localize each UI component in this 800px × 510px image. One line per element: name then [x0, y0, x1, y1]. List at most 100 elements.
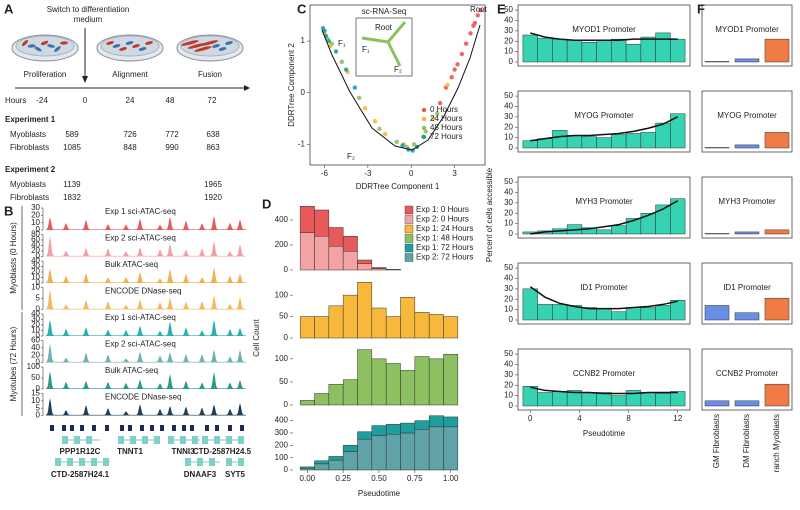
legend-label: Exp 1: 0 Hours: [416, 205, 469, 214]
x-tick-label: DM Fibroblasts: [742, 414, 751, 468]
trajectory: [321, 24, 481, 151]
x-tick-label: -3: [364, 169, 372, 178]
y-tick-label: 30: [504, 112, 513, 121]
exon: [91, 458, 97, 466]
legend-swatch: [404, 243, 414, 253]
bar: [734, 58, 760, 63]
exon: [55, 458, 61, 466]
panel-label: A: [4, 1, 14, 16]
chart-title: CCNB2 Promoter: [573, 369, 636, 378]
y-axis-label: DDRTree Component 2: [287, 43, 296, 127]
bar: [342, 251, 358, 271]
legend-label: 0 Hours: [430, 105, 458, 114]
point: [377, 126, 382, 132]
y-tick-label: 30: [504, 198, 513, 207]
fit-curve: [530, 32, 678, 41]
point: [437, 100, 443, 106]
inset-title: sc-RNA-Seq: [362, 7, 406, 16]
signal-track: [46, 398, 246, 416]
cell: [54, 46, 61, 52]
point: [343, 67, 349, 72]
bar: [596, 137, 612, 149]
chart-title: MYOD1 Promoter: [572, 25, 636, 34]
cell: [119, 47, 127, 51]
bar: [342, 379, 358, 406]
plot-frame: [517, 176, 691, 239]
y-tick-label: 100: [275, 290, 289, 299]
peak-call: [92, 425, 96, 431]
bar: [385, 424, 401, 435]
bar: [655, 305, 671, 321]
bar: [655, 122, 671, 149]
dish-inner: [15, 35, 75, 57]
bar: [581, 392, 597, 407]
bar: [640, 132, 656, 149]
chart-title: MYOG Promoter: [574, 111, 634, 120]
track-label: ENCODE DNase-seq: [105, 393, 181, 402]
bar: [704, 400, 730, 407]
x-tick-label: -6: [321, 169, 329, 178]
bar: [625, 44, 642, 63]
bar: [734, 312, 760, 321]
stage-label: Alignment: [112, 70, 148, 79]
x-tick-label: 3: [452, 169, 457, 178]
track-tick-label: 10: [31, 326, 40, 335]
bar: [611, 134, 627, 149]
chart-title: ID1 Promoter: [580, 283, 628, 292]
cell: [138, 47, 147, 51]
bar: [357, 438, 373, 471]
exon: [214, 436, 220, 444]
bar: [328, 227, 344, 247]
hour: 0: [83, 96, 88, 105]
bar: [314, 460, 330, 465]
bar: [522, 386, 538, 407]
cell: [187, 43, 206, 49]
fit-curve: [530, 386, 678, 395]
bar: [704, 147, 730, 149]
bar: [670, 300, 686, 321]
track-tick-label: 0: [36, 384, 41, 393]
point: [449, 75, 454, 80]
bar: [428, 426, 444, 471]
legend-swatch: [404, 215, 414, 224]
y-tick-label: 40: [504, 360, 513, 369]
bar: [625, 307, 642, 321]
bar: [596, 308, 612, 321]
bar: [299, 467, 315, 471]
y-tick-label: 30: [504, 284, 513, 293]
peak-call: [228, 425, 232, 431]
count: 1085: [63, 143, 81, 152]
bar: [522, 288, 538, 321]
track-tick-label: 40: [31, 256, 40, 265]
track-tick-label: 15: [31, 389, 40, 398]
legend-marker: [421, 125, 427, 131]
bar: [522, 34, 538, 63]
cell: [200, 40, 219, 46]
y-tick-label: 0: [509, 229, 514, 238]
track-tick-label: 60: [31, 336, 40, 345]
switch-label: medium: [74, 15, 103, 24]
track-tick-label: 100: [27, 362, 41, 371]
dish-inner: [100, 35, 160, 57]
bar: [400, 297, 416, 339]
row-label: Myoblasts: [10, 130, 46, 139]
inset-tree: [361, 21, 407, 67]
bar: [428, 314, 444, 339]
row-label: Myoblasts: [10, 180, 46, 189]
count: 638: [206, 130, 220, 139]
legend-swatch: [404, 253, 414, 262]
count: 863: [206, 143, 220, 152]
exon: [168, 436, 174, 444]
track-tick-label: 0: [36, 358, 41, 367]
x-tick-label: ranch Myoblasts: [772, 414, 781, 472]
y-axis-label: Percent of cells accessible: [485, 167, 494, 262]
bar: [670, 38, 686, 63]
bar: [734, 231, 760, 235]
track-tick-label: 5: [36, 403, 41, 412]
plot-frame: [701, 176, 793, 239]
hour: 24: [126, 96, 135, 105]
y-tick-label: 20: [504, 380, 513, 389]
signal-track: [46, 215, 246, 230]
bar: [328, 383, 344, 406]
exon: [238, 458, 244, 466]
